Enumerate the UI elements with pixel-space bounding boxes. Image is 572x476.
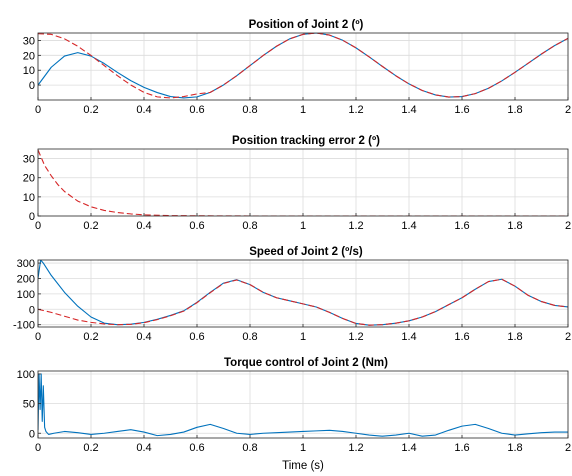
subplot-speed: 0 0.2 0.4 0.6 0.8 1 1.2 1.4 1.6 1.8 2-100010020030…: [13, 246, 571, 343]
subplot-position: 0 0.2 0.4 0.6 0.8 1 1.2 1.4 1.6 1.8 20102030Positi…: [23, 19, 571, 116]
x-tick-label: 1.8: [507, 220, 522, 232]
y-tick-label: 0: [29, 304, 35, 316]
x-tick-label: 1.2: [348, 442, 363, 454]
y-tick-label: 50: [23, 399, 35, 411]
y-tick-label: 0: [29, 211, 35, 223]
x-tick-label: 1.4: [401, 104, 416, 116]
y-tick-label: 200: [17, 273, 35, 285]
y-tick-label: 20: [23, 173, 35, 185]
y-tick-label: 10: [23, 65, 35, 77]
x-tick-label: 1.6: [454, 220, 469, 232]
x-tick-label: 0: [35, 220, 41, 232]
series-line-actual: [38, 260, 568, 326]
x-tick-label: 1.4: [401, 220, 416, 232]
x-tick-label: 0.2: [83, 220, 98, 232]
x-tick-label: 1.8: [507, 442, 522, 454]
x-tick-label: 0.2: [83, 104, 98, 116]
x-tick-label: 1.4: [401, 442, 416, 454]
x-axis-label: Time (s): [282, 460, 324, 472]
x-tick-label: 1: [300, 220, 306, 232]
x-tick-label: 0: [35, 104, 41, 116]
subplot-title: Position of Joint 2 (º): [249, 19, 364, 31]
y-tick-label: 30: [23, 154, 35, 166]
x-tick-label: 1.2: [348, 104, 363, 116]
subplot-torque: 0 0.2 0.4 0.6 0.8 1 1.2 1.4 1.6 1.8 2 0 50 100 Torque …: [17, 357, 571, 454]
y-tick-label: 100: [17, 289, 35, 301]
x-tick-label: 1.6: [454, 331, 469, 343]
y-tick-label: -100: [13, 320, 35, 332]
x-tick-label: 0.4: [136, 220, 151, 232]
x-tick-label: 1.6: [454, 442, 469, 454]
series-line-reference: [38, 33, 568, 99]
y-tick-label: 10: [23, 192, 35, 204]
x-tick-label: 0.6: [189, 331, 204, 343]
x-tick-label: 0.4: [136, 104, 151, 116]
x-tick-label: 0.8: [242, 104, 257, 116]
x-tick-label: 0.8: [242, 331, 257, 343]
y-tick-label: 100: [17, 369, 35, 381]
x-tick-label: 0.6: [189, 220, 204, 232]
x-tick-label: 1.2: [348, 331, 363, 343]
x-tick-label: 0.6: [189, 104, 204, 116]
x-tick-label: 1: [300, 331, 306, 343]
y-tick-label: 0: [29, 80, 35, 92]
x-tick-label: 1.6: [454, 104, 469, 116]
series-line-actual: [38, 373, 568, 437]
subplot-title: Torque control of Joint 2 (Nm): [224, 357, 388, 369]
x-tick-label: 0.4: [136, 331, 151, 343]
x-tick-label: 0.4: [136, 442, 151, 454]
x-tick-label: 0.8: [242, 442, 257, 454]
x-tick-label: 1.2: [348, 220, 363, 232]
x-tick-label: 2: [565, 104, 571, 116]
series-line-reference: [38, 278, 568, 326]
x-tick-label: 0.2: [83, 442, 98, 454]
subplot-title: Speed of Joint 2 (º/s): [249, 246, 363, 258]
x-tick-label: 0.8: [242, 220, 257, 232]
x-tick-label: 0.2: [83, 331, 98, 343]
subplot-position-error: 0 0.2 0.4 0.6 0.8 1 1.2 1.4 1.6 1.8 20102030Positi…: [23, 135, 571, 232]
y-tick-label: 20: [23, 50, 35, 62]
subplot-title: Position tracking error 2 (º): [232, 135, 380, 147]
y-tick-label: 0: [29, 428, 35, 440]
y-tick-label: 300: [17, 258, 35, 270]
x-tick-label: 1.8: [507, 104, 522, 116]
x-tick-label: 1: [300, 442, 306, 454]
series-line-reference: [38, 149, 568, 216]
x-tick-label: 0: [35, 331, 41, 343]
x-tick-label: 1: [300, 104, 306, 116]
x-tick-label: 2: [565, 220, 571, 232]
x-tick-label: 2: [565, 331, 571, 343]
x-tick-label: 0.6: [189, 442, 204, 454]
y-tick-label: 30: [23, 35, 35, 47]
x-tick-label: 1.8: [507, 331, 522, 343]
x-tick-label: 0: [35, 442, 41, 454]
x-tick-label: 2: [565, 442, 571, 454]
x-tick-label: 1.4: [401, 331, 416, 343]
